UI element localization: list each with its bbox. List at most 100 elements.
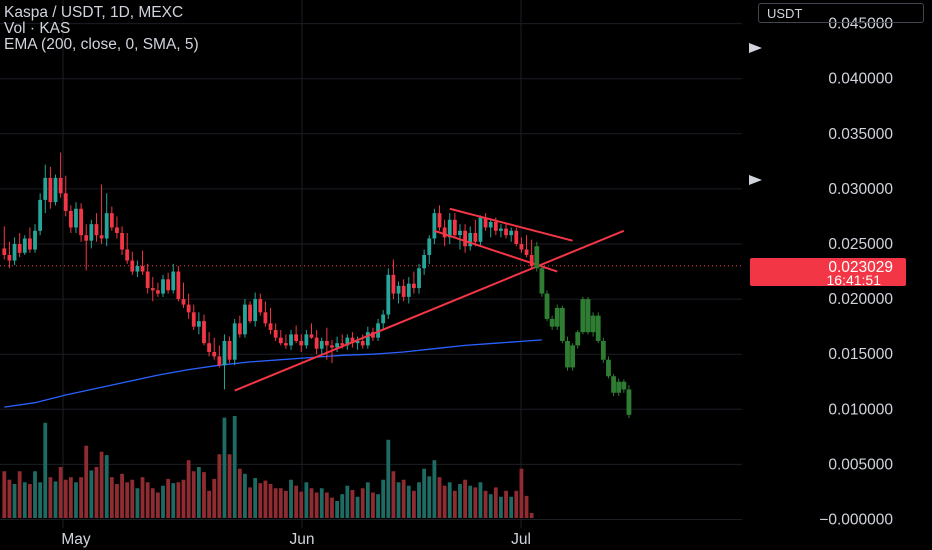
candle-body	[406, 283, 411, 297]
y-tick-label: 0.030000	[828, 181, 893, 198]
candle-body	[519, 244, 524, 250]
projection-candle	[534, 241, 540, 272]
candle	[237, 315, 242, 338]
candle-body	[360, 340, 365, 346]
candle	[7, 241, 12, 269]
volume-bar	[478, 482, 483, 518]
volume-bar	[401, 479, 406, 518]
candle	[314, 329, 319, 355]
volume-bar	[473, 487, 478, 518]
candle-body	[401, 285, 406, 297]
candle	[273, 323, 278, 341]
y-axis: 0.045000 0.040000 0.035000 0.030000 0.025000…	[819, 16, 893, 529]
candle-body	[381, 314, 386, 324]
volume-bar	[33, 471, 37, 518]
x-axis: May Jun Jul	[61, 531, 531, 548]
candle-body	[89, 224, 94, 241]
volume-bar	[324, 492, 329, 518]
candle	[33, 224, 37, 253]
candle-body	[309, 334, 314, 338]
volume-bar	[135, 488, 140, 518]
volume-bar	[130, 479, 135, 518]
volume-bar	[284, 490, 288, 518]
projection-body	[544, 293, 550, 319]
candle-body	[28, 238, 32, 250]
candle-body	[22, 238, 27, 253]
candle-body	[68, 210, 73, 228]
x-tick-label: Jul	[511, 531, 531, 548]
y-tick-label: −0.000000	[819, 512, 893, 529]
candle-body	[125, 249, 130, 261]
candle	[350, 332, 355, 348]
ema-legend[interactable]: EMA (200, close, 0, SMA, 5)	[4, 36, 199, 53]
volume-bar	[232, 416, 237, 518]
candle-body	[509, 230, 514, 236]
candle	[519, 237, 524, 253]
candle	[401, 279, 406, 302]
y-tick-label: 0.035000	[828, 126, 893, 143]
candle-body	[217, 356, 222, 366]
projection-body	[534, 246, 540, 269]
candle	[294, 325, 299, 344]
volume-legend[interactable]: Vol · KAS	[4, 20, 71, 37]
candle	[135, 260, 140, 278]
candle	[447, 213, 452, 244]
projection-candle	[606, 356, 611, 379]
candle-body	[324, 340, 329, 346]
candle	[437, 205, 442, 231]
candle-body	[330, 345, 334, 348]
volume-bars	[2, 416, 534, 518]
candle	[63, 175, 68, 217]
volume-bar	[140, 477, 145, 518]
candle-body	[386, 274, 391, 315]
projection-body	[549, 318, 555, 327]
candle	[99, 184, 104, 244]
candle-body	[396, 285, 401, 294]
candle	[278, 329, 283, 346]
candle-body	[427, 238, 432, 256]
currency-button[interactable]: USDT	[758, 3, 924, 23]
projection-body	[606, 359, 611, 377]
candle	[125, 232, 130, 264]
candle-body	[227, 340, 232, 360]
volume-bar	[509, 496, 514, 518]
candle-body	[345, 337, 350, 346]
candle-body	[335, 343, 339, 348]
candle	[319, 337, 324, 355]
candle-body	[243, 304, 247, 335]
candle	[232, 318, 237, 366]
volume-bar	[458, 484, 462, 518]
projection-body	[600, 340, 606, 360]
candle-body	[463, 230, 467, 247]
projection-body	[580, 299, 586, 333]
volume-bar	[28, 484, 32, 518]
projection-body	[575, 332, 581, 346]
trendline	[449, 207, 573, 242]
candle	[68, 205, 73, 233]
candle	[396, 281, 401, 304]
candle	[263, 301, 268, 327]
candle-body	[161, 279, 165, 294]
candle	[227, 336, 232, 364]
candle-body	[304, 334, 309, 346]
candle	[150, 277, 155, 302]
candle	[176, 266, 181, 302]
candle-body	[437, 213, 442, 228]
volume-bar	[386, 439, 391, 518]
volume-bar	[191, 471, 196, 518]
candle-body	[58, 177, 63, 194]
volume-bar	[340, 494, 345, 518]
volume-bar	[115, 484, 119, 518]
y-tick-label: 0.040000	[828, 71, 893, 88]
candle-body	[202, 321, 206, 344]
candle	[12, 237, 17, 265]
projection-body	[595, 315, 601, 341]
symbol-legend[interactable]: Kaspa / USDT, 1D, MEXC	[4, 4, 184, 21]
projection-candle	[554, 304, 560, 330]
volume-bar	[166, 478, 171, 518]
candle-body	[299, 340, 304, 346]
volume-bar	[109, 477, 114, 518]
volume-bar	[391, 471, 396, 518]
projection-candle	[616, 378, 622, 397]
